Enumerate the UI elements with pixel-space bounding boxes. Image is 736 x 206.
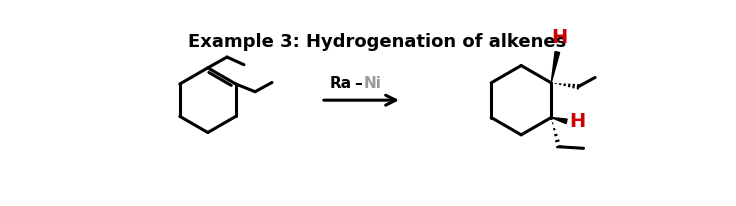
Text: H: H: [551, 28, 567, 47]
Polygon shape: [551, 52, 559, 83]
Polygon shape: [551, 117, 567, 124]
Text: Example 3: Hydrogenation of alkenes: Example 3: Hydrogenation of alkenes: [188, 33, 566, 51]
Text: Ra: Ra: [330, 76, 352, 91]
Text: –: –: [354, 76, 361, 91]
Text: H: H: [570, 112, 586, 131]
Text: Ni: Ni: [364, 76, 381, 91]
